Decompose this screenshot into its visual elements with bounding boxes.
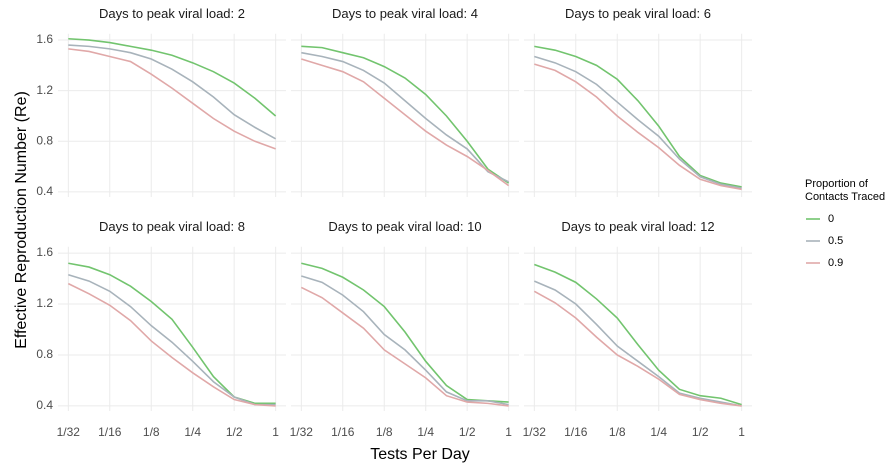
series-line bbox=[300, 286, 509, 407]
panel-title: Days to peak viral load: 8 bbox=[99, 219, 245, 234]
y-tick-label: 1.6 bbox=[36, 32, 53, 46]
x-tick-label: 1 bbox=[272, 425, 279, 439]
series-line bbox=[301, 275, 509, 406]
y-tick-label: 0.8 bbox=[36, 133, 53, 147]
legend-title: Proportion of bbox=[805, 178, 869, 190]
x-tick-label: 1/2 bbox=[226, 425, 243, 439]
series-line bbox=[534, 45, 742, 188]
series-line bbox=[68, 273, 276, 406]
x-tick-label: 1/32 bbox=[57, 425, 81, 439]
x-tick-label: 1 bbox=[738, 425, 745, 439]
series-line bbox=[301, 45, 510, 184]
x-tick-label: 1/4 bbox=[184, 425, 201, 439]
y-tick-label: 0.8 bbox=[36, 347, 53, 361]
series-line bbox=[534, 280, 742, 407]
panel-title: Days to peak viral load: 4 bbox=[332, 6, 478, 21]
panel-title: Days to peak viral load: 6 bbox=[565, 6, 711, 21]
x-tick-label: 1/2 bbox=[459, 425, 476, 439]
series-line bbox=[534, 55, 742, 189]
series-line bbox=[534, 63, 742, 191]
series-line bbox=[301, 58, 510, 187]
x-axis-title: Tests Per Day bbox=[370, 446, 470, 463]
x-tick-label: 1/4 bbox=[417, 425, 434, 439]
x-tick-label: 1/8 bbox=[376, 425, 393, 439]
x-tick-label: 1/8 bbox=[143, 425, 160, 439]
x-tick-label: 1/32 bbox=[290, 425, 314, 439]
series-line bbox=[68, 44, 277, 140]
y-tick-label: 1.2 bbox=[36, 83, 53, 97]
series-line bbox=[68, 37, 277, 117]
x-tick-label: 1/2 bbox=[692, 425, 709, 439]
x-tick-label: 1/8 bbox=[609, 425, 626, 439]
series-line bbox=[534, 263, 742, 406]
x-tick-label: 1/16 bbox=[564, 425, 588, 439]
x-tick-label: 1 bbox=[505, 425, 512, 439]
x-tick-label: 1/4 bbox=[650, 425, 667, 439]
y-tick-label: 1.2 bbox=[36, 296, 53, 310]
legend-label: 0 bbox=[828, 213, 834, 225]
x-tick-label: 1/32 bbox=[523, 425, 547, 439]
series-line bbox=[68, 262, 276, 405]
y-axis-title: Effective Reproduction Number (Re) bbox=[13, 91, 30, 349]
series-line bbox=[68, 48, 276, 150]
panel-title: Days to peak viral load: 2 bbox=[99, 6, 245, 21]
y-tick-label: 0.4 bbox=[36, 398, 53, 412]
y-tick-label: 0.4 bbox=[36, 184, 53, 198]
panel-title: Days to peak viral load: 10 bbox=[328, 219, 481, 234]
legend-title: Contacts Traced bbox=[805, 191, 885, 203]
series-line bbox=[533, 290, 742, 407]
x-tick-label: 1/16 bbox=[98, 425, 122, 439]
y-tick-label: 1.6 bbox=[36, 245, 53, 259]
legend-label: 0.9 bbox=[828, 257, 843, 269]
panel-title: Days to peak viral load: 12 bbox=[561, 219, 714, 234]
legend-label: 0.5 bbox=[828, 235, 843, 247]
series-line bbox=[301, 51, 509, 183]
series-line bbox=[301, 262, 509, 403]
series-line bbox=[67, 282, 276, 407]
x-tick-label: 1/16 bbox=[331, 425, 355, 439]
